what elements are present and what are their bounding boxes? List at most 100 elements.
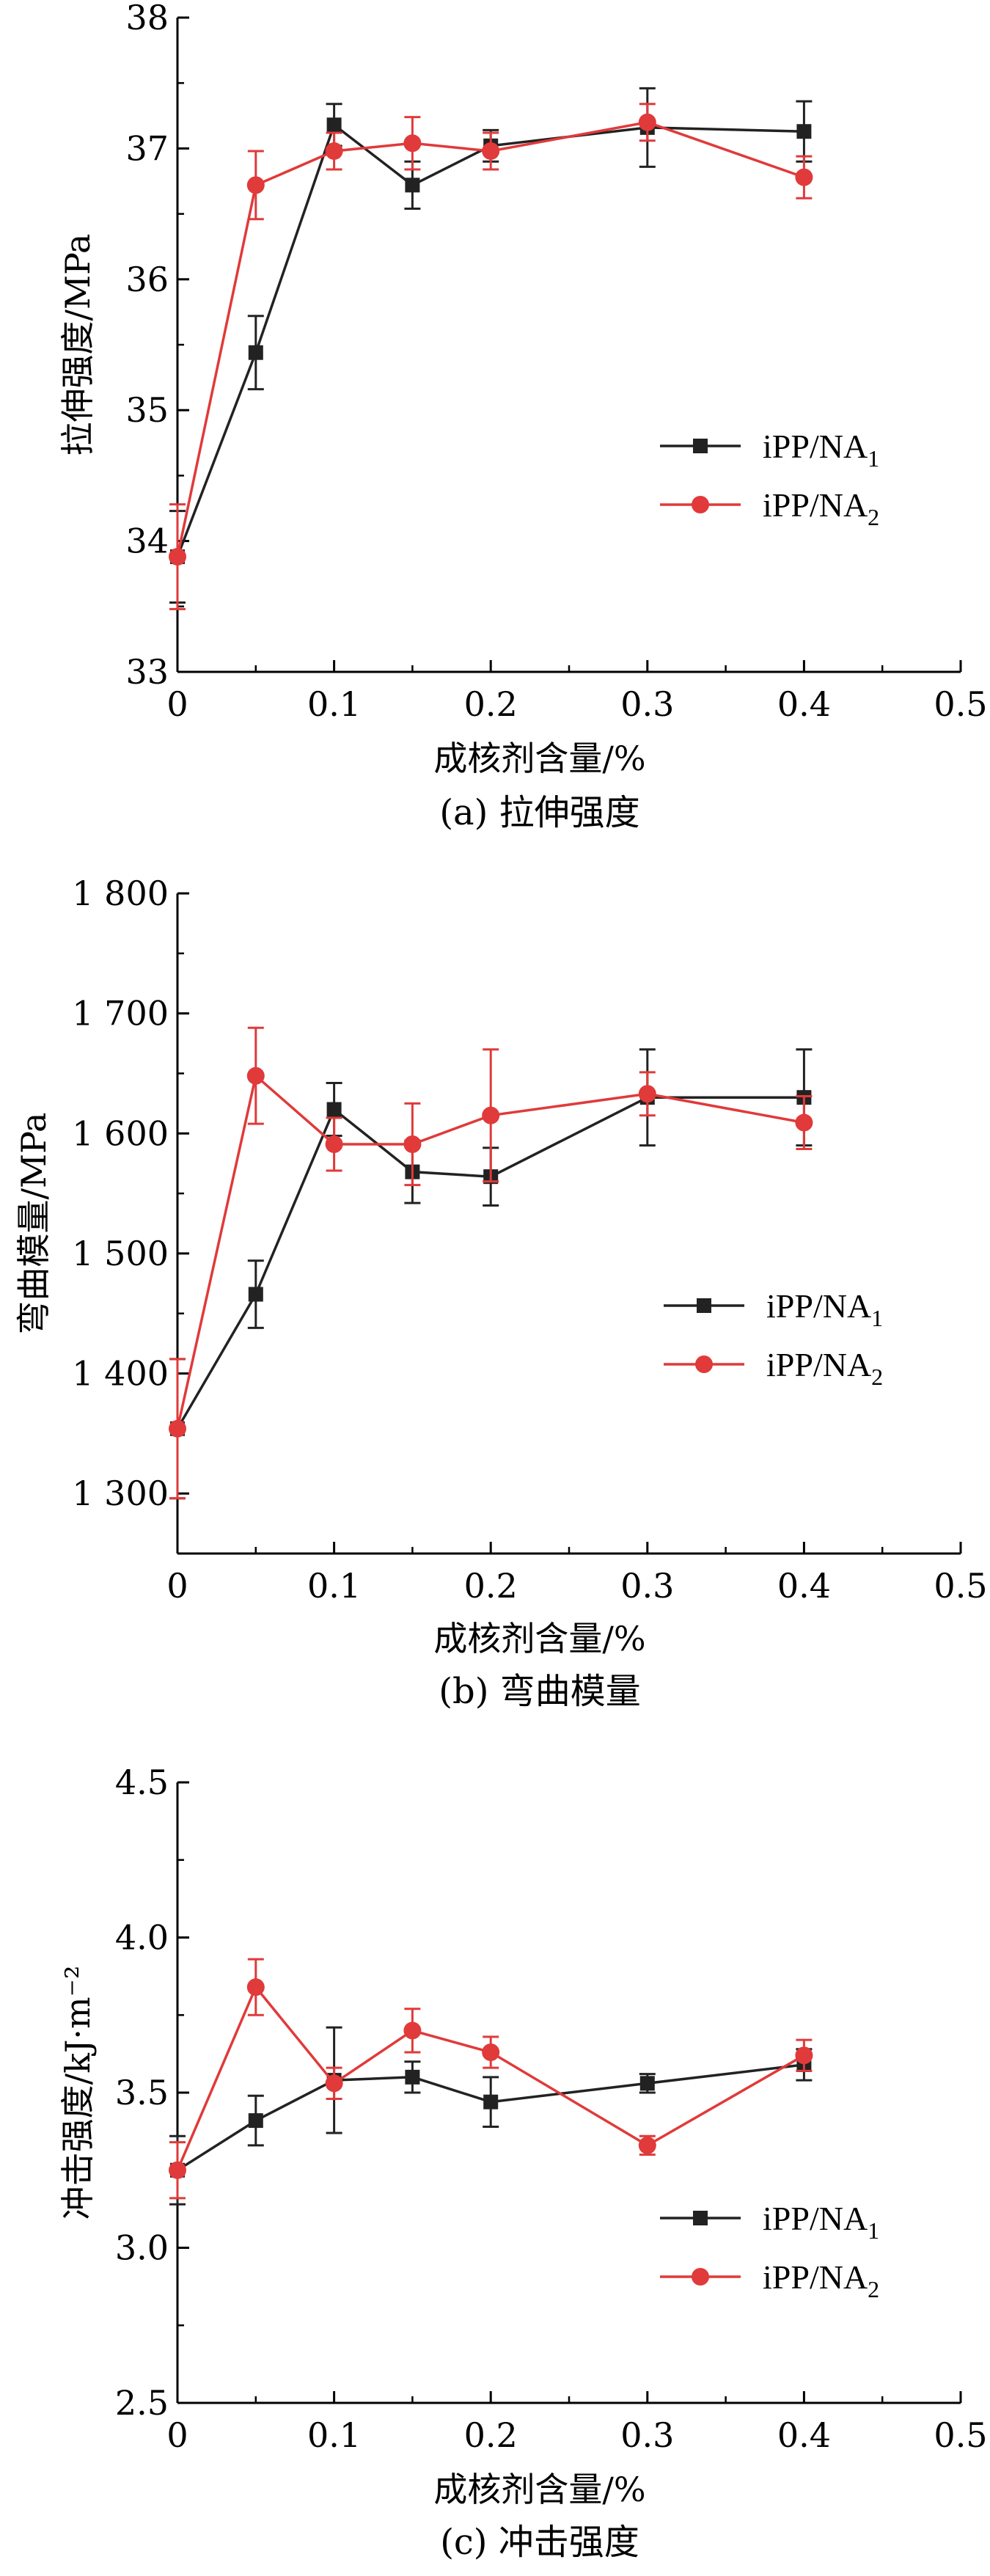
x-tick-label: 0.1 xyxy=(307,684,361,724)
data-point-square xyxy=(326,117,342,133)
x-tick-label: 0.4 xyxy=(777,2415,831,2455)
legend-label: iPP/NA1 xyxy=(763,428,879,472)
x-tick-label: 0.2 xyxy=(464,684,518,724)
y-tick-label: 1 600 xyxy=(72,1113,169,1153)
legend-entry: iPP/NA2 xyxy=(664,1346,883,1390)
y-tick-label: 2.5 xyxy=(115,2383,169,2423)
y-axis-label: 冲击强度/kJ·m⁻² xyxy=(58,1966,98,2220)
data-point-square xyxy=(405,178,420,193)
data-point-circle xyxy=(638,113,656,131)
data-point-square xyxy=(248,2113,263,2129)
y-tick-label: 4.0 xyxy=(115,1918,169,1958)
x-axis-label: 成核剂含量/% xyxy=(433,1619,645,1658)
legend-label: iPP/NA2 xyxy=(766,1346,883,1390)
data-point-circle xyxy=(638,2136,656,2154)
data-point-square xyxy=(326,1102,342,1117)
legend-label: iPP/NA2 xyxy=(763,486,879,530)
data-point-circle xyxy=(403,2021,422,2040)
y-tick-label: 3.5 xyxy=(115,2073,169,2112)
legend-entry: iPP/NA1 xyxy=(660,428,879,472)
data-point-circle xyxy=(169,1419,186,1438)
data-point-square xyxy=(483,2094,499,2110)
data-point-circle xyxy=(638,1085,656,1103)
legend-label: iPP/NA1 xyxy=(766,1287,883,1331)
data-point-square xyxy=(248,1287,263,1302)
legend-entry: iPP/NA1 xyxy=(664,1287,883,1331)
panel-c-impact-strength: 0 0.1 0.2 0.3 0.4 0.5 2.5 3.0 3.5 4.0 4.5 成核剂含量/% 冲击… xyxy=(58,1763,988,2563)
x-tick-label: 0.5 xyxy=(934,684,987,724)
y-tick-label: 38 xyxy=(125,0,169,37)
data-point-circle xyxy=(325,2074,343,2093)
legend-label-text: iPP/NA xyxy=(763,2258,868,2296)
panel-caption: (c) 冲击强度 xyxy=(440,2522,639,2563)
panel-b-flexural-modulus: 0 0.1 0.2 0.3 0.4 0.5 1 300 1 400 1 500 1 600 1 70… xyxy=(14,874,988,1712)
series-2 xyxy=(169,1958,813,2200)
y-tick-label: 1 800 xyxy=(72,874,169,913)
data-point-circle xyxy=(246,176,265,194)
data-point-circle xyxy=(482,2043,500,2062)
series-2 xyxy=(169,103,813,610)
data-point-circle xyxy=(325,142,343,160)
x-tick-label: 0.1 xyxy=(307,2415,361,2455)
x-tick-label: 0.3 xyxy=(620,1566,674,1606)
x-tick-label: 0.4 xyxy=(777,684,831,724)
legend-label-text: iPP/NA xyxy=(766,1287,871,1325)
legend-marker-square xyxy=(693,2211,708,2225)
x-tick-label: 0.3 xyxy=(620,684,674,724)
x-tick-label: 0.3 xyxy=(620,2415,674,2455)
y-tick-label: 34 xyxy=(125,522,169,561)
y-tick-label: 1 300 xyxy=(72,1474,169,1513)
data-point-circle xyxy=(246,1066,265,1085)
x-tick-label: 0.2 xyxy=(464,2415,518,2455)
legend-label-text: iPP/NA xyxy=(763,486,868,524)
legend-marker-square xyxy=(693,439,708,453)
y-tick-label: 1 500 xyxy=(72,1234,169,1273)
legend-marker-square xyxy=(697,1298,711,1313)
data-point-circle xyxy=(482,1106,500,1124)
x-tick-label: 0.1 xyxy=(307,1566,361,1606)
x-tick-label: 0 xyxy=(166,2415,188,2455)
x-tick-label: 0.2 xyxy=(464,1566,518,1606)
legend-label-text: iPP/NA xyxy=(763,2200,868,2237)
legend-label-subscript: 2 xyxy=(868,2276,879,2302)
data-point-circle xyxy=(325,1135,343,1153)
legend-entry: iPP/NA2 xyxy=(660,2258,879,2302)
data-point-circle xyxy=(403,1135,422,1153)
y-tick-label: 36 xyxy=(125,260,169,299)
x-tick-label: 0.4 xyxy=(777,1566,831,1606)
data-point-circle xyxy=(795,1113,813,1132)
data-point-circle xyxy=(169,2161,186,2179)
legend-label-subscript: 1 xyxy=(868,445,879,472)
y-tick-label: 3.0 xyxy=(115,2228,169,2268)
legend-marker-circle xyxy=(692,496,709,513)
series-line xyxy=(176,120,804,557)
x-tick-label: 0 xyxy=(166,684,188,724)
data-point-square xyxy=(248,345,263,360)
panel-caption: (b) 弯曲模量 xyxy=(439,1671,640,1712)
data-point-circle xyxy=(169,548,186,566)
y-axis-label: 拉伸强度/MPa xyxy=(58,234,98,456)
data-point-square xyxy=(796,124,812,139)
data-point-circle xyxy=(246,1978,265,1997)
y-axis-label: 弯曲模量/MPa xyxy=(14,1113,54,1335)
y-tick-label: 4.5 xyxy=(115,1763,169,1802)
x-axis-label: 成核剂含量/% xyxy=(433,2470,645,2509)
y-tick-label: 33 xyxy=(125,652,169,692)
data-point-circle xyxy=(482,142,500,160)
x-axis-label: 成核剂含量/% xyxy=(433,739,645,778)
legend-label-subscript: 1 xyxy=(868,2217,879,2244)
y-tick-label: 35 xyxy=(125,390,169,430)
y-tick-label: 1 700 xyxy=(72,994,169,1033)
x-tick-label: 0.5 xyxy=(934,2415,987,2455)
legend-label-subscript: 1 xyxy=(871,1305,883,1331)
data-point-square xyxy=(405,2069,420,2085)
x-tick-label: 0.5 xyxy=(934,1566,987,1606)
panel-caption: (a) 拉伸强度 xyxy=(439,792,639,833)
legend-label: iPP/NA2 xyxy=(763,2258,879,2302)
series-line xyxy=(176,122,804,557)
legend-label-text: iPP/NA xyxy=(766,1346,871,1383)
legend-label-text: iPP/NA xyxy=(763,428,868,465)
y-tick-label: 1 400 xyxy=(72,1354,169,1394)
x-tick-label: 0 xyxy=(166,1566,188,1606)
